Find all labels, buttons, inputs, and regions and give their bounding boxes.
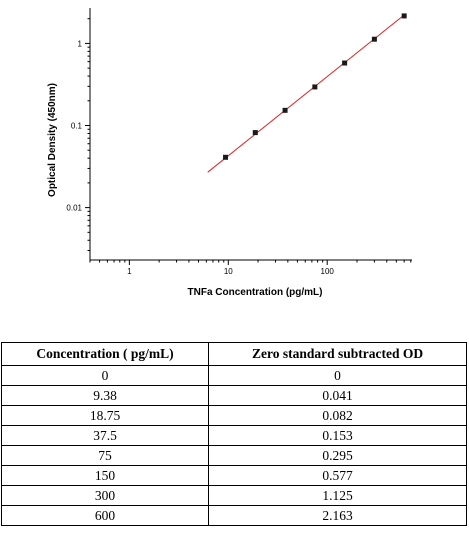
y-tick-label: 0.1 [71,122,83,131]
data-points [223,13,407,160]
table-header-row: Concentration ( pg/mL) Zero standard sub… [0,342,467,366]
data-point [282,107,288,113]
concentration-cell: 600 [0,505,210,526]
od-cell: 0.041 [208,385,467,406]
data-point [342,60,348,66]
od-cell: 0.577 [208,465,467,486]
table-row: 9.38 0.041 [0,385,467,406]
concentration-cell: 75 [0,445,210,466]
data-point [223,154,229,160]
data-point [252,130,258,136]
data-point [312,84,318,90]
table-row: 37.5 0.153 [0,425,467,446]
x-axis-title: TNFa Concentration (pg/mL) [188,287,323,298]
od-cell: 1.125 [208,485,467,506]
y-tick-label: 0.01 [66,204,82,213]
concentration-cell: 18.75 [0,405,210,426]
axis-ticks [85,18,412,265]
od-header: Zero standard subtracted OD [208,342,467,366]
table-row: 150 0.577 [0,465,467,486]
y-tick-label: 1 [78,39,83,48]
table-row: 600 2.163 [0,505,467,526]
standard-curve-chart: 1 10 100 0.01 0.1 1 TNFa Concentration (pg/mL… [47,8,412,298]
standard-data-table: Concentration ( pg/mL) Zero standard sub… [0,342,467,526]
concentration-cell: 150 [0,465,210,486]
concentration-cell: 37.5 [0,425,210,446]
x-tick-label: 1 [127,267,132,276]
concentration-cell: 300 [0,485,210,506]
od-cell: 2.163 [208,505,467,526]
x-tick-label: 10 [224,267,233,276]
od-cell: 0.295 [208,445,467,466]
od-cell: 0 [208,365,467,386]
od-cell: 0.082 [208,405,467,426]
fit-line [207,14,405,173]
data-point [401,13,407,19]
concentration-header: Concentration ( pg/mL) [0,342,210,366]
table-row: 300 1.125 [0,485,467,506]
concentration-cell: 9.38 [0,385,210,406]
y-axis-title: Optical Density (450nm) [47,83,58,197]
data-point [371,36,377,42]
x-tick-label: 100 [321,267,335,276]
tick-labels: 1 10 100 0.01 0.1 1 [66,39,334,276]
concentration-cell: 0 [0,365,210,386]
od-cell: 0.153 [208,425,467,446]
table-row: 75 0.295 [0,445,467,466]
table-row: 18.75 0.082 [0,405,467,426]
table-row: 0 0 [0,365,467,386]
